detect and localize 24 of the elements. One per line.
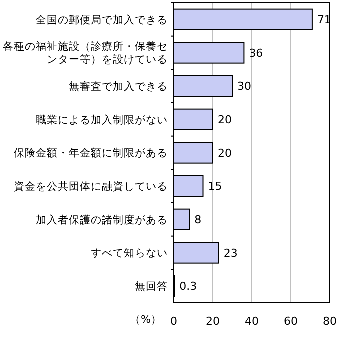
y-tick-label: 全国の郵便局で加入できる <box>36 13 168 26</box>
data-label: 20 <box>218 146 232 160</box>
y-tick-label: 無回答 <box>135 281 168 294</box>
data-label: 23 <box>224 246 238 260</box>
data-label: 30 <box>238 80 252 94</box>
x-tick-label: 60 <box>284 315 298 328</box>
y-tick-label: すべて知らない <box>91 248 168 260</box>
y-tick-label: 加入者保護の諸制度がある <box>36 213 168 226</box>
y-tick-label: 各種の福祉施設（診療所・保養センター等）を設けている <box>3 40 168 66</box>
x-tick-label: 0 <box>170 315 178 328</box>
data-label: 8 <box>194 214 202 227</box>
x-tick-label: 40 <box>245 315 259 328</box>
data-label: 71 <box>317 14 332 27</box>
data-label: 15 <box>208 180 222 194</box>
y-tick-label: 保険金額・年金額に制限がある <box>14 146 168 160</box>
y-tick-label: 資金を公共団体に融資している <box>14 180 168 194</box>
data-label: 36 <box>249 46 264 60</box>
x-axis-title: （%） <box>130 314 162 326</box>
x-tick-label: 20 <box>206 315 220 328</box>
data-label: 20 <box>218 114 232 127</box>
y-tick-label: 職業による加入制限がない <box>36 113 168 126</box>
y-tick-label: 無審査で加入できる <box>69 80 168 94</box>
x-tick-label: 80 <box>323 315 337 328</box>
data-label: 0.3 <box>180 280 198 294</box>
